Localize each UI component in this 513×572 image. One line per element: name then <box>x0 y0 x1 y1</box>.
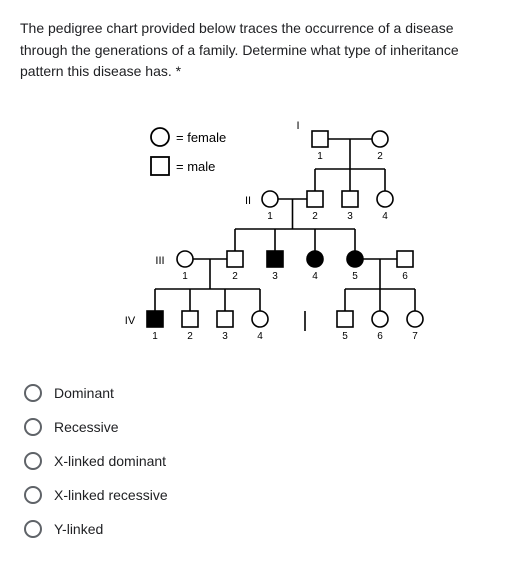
male-symbol <box>342 191 358 207</box>
pedigree-diagram: IIIIIIVI1212341234561234567= female= mal… <box>20 109 493 362</box>
svg-text:2: 2 <box>187 331 193 342</box>
svg-text:4: 4 <box>257 331 263 342</box>
svg-text:= male: = male <box>176 159 215 174</box>
svg-text:5: 5 <box>342 331 348 342</box>
female-symbol <box>177 251 193 267</box>
female-symbol <box>372 311 388 327</box>
svg-text:6: 6 <box>377 331 383 342</box>
svg-text:2: 2 <box>232 271 238 282</box>
question-text: The pedigree chart provided below traces… <box>20 18 493 83</box>
svg-text:6: 6 <box>402 271 408 282</box>
male-symbol <box>147 311 163 327</box>
svg-text:I: I <box>296 120 299 132</box>
svg-text:3: 3 <box>222 331 228 342</box>
answer-options: Dominant Recessive X-linked dominant X-link… <box>24 384 493 538</box>
radio-icon <box>24 486 42 504</box>
svg-text:7: 7 <box>412 331 418 342</box>
svg-text:= female: = female <box>176 130 226 145</box>
male-symbol <box>397 251 413 267</box>
male-symbol <box>227 251 243 267</box>
svg-text:4: 4 <box>312 271 318 282</box>
svg-text:5: 5 <box>352 271 358 282</box>
option-label: X-linked recessive <box>54 487 168 503</box>
option-label: Y-linked <box>54 521 103 537</box>
svg-text:IV: IV <box>125 315 136 327</box>
option-y-linked[interactable]: Y-linked <box>24 520 493 538</box>
radio-icon <box>24 520 42 538</box>
svg-text:1: 1 <box>182 271 188 282</box>
option-x-linked-dominant[interactable]: X-linked dominant <box>24 452 493 470</box>
female-symbol <box>347 251 363 267</box>
svg-text:4: 4 <box>382 211 388 222</box>
option-dominant[interactable]: Dominant <box>24 384 493 402</box>
option-recessive[interactable]: Recessive <box>24 418 493 436</box>
female-symbol <box>372 131 388 147</box>
svg-text:1: 1 <box>317 151 323 162</box>
female-symbol <box>377 191 393 207</box>
male-symbol <box>217 311 233 327</box>
radio-icon <box>24 384 42 402</box>
option-x-linked-recessive[interactable]: X-linked recessive <box>24 486 493 504</box>
option-label: Recessive <box>54 419 119 435</box>
male-symbol <box>337 311 353 327</box>
svg-text:3: 3 <box>347 211 353 222</box>
svg-text:3: 3 <box>272 271 278 282</box>
female-symbol <box>252 311 268 327</box>
female-symbol <box>262 191 278 207</box>
svg-text:2: 2 <box>377 151 383 162</box>
svg-text:II: II <box>245 195 251 207</box>
radio-icon <box>24 418 42 436</box>
svg-text:1: 1 <box>267 211 273 222</box>
female-symbol <box>407 311 423 327</box>
male-symbol <box>182 311 198 327</box>
radio-icon <box>24 452 42 470</box>
male-symbol <box>307 191 323 207</box>
svg-text:1: 1 <box>152 331 158 342</box>
legend-male-icon <box>151 157 169 175</box>
svg-text:III: III <box>155 255 164 267</box>
male-symbol <box>312 131 328 147</box>
option-label: X-linked dominant <box>54 453 166 469</box>
svg-text:2: 2 <box>312 211 318 222</box>
option-label: Dominant <box>54 385 114 401</box>
male-symbol <box>267 251 283 267</box>
legend-female-icon <box>151 128 169 146</box>
female-symbol <box>307 251 323 267</box>
